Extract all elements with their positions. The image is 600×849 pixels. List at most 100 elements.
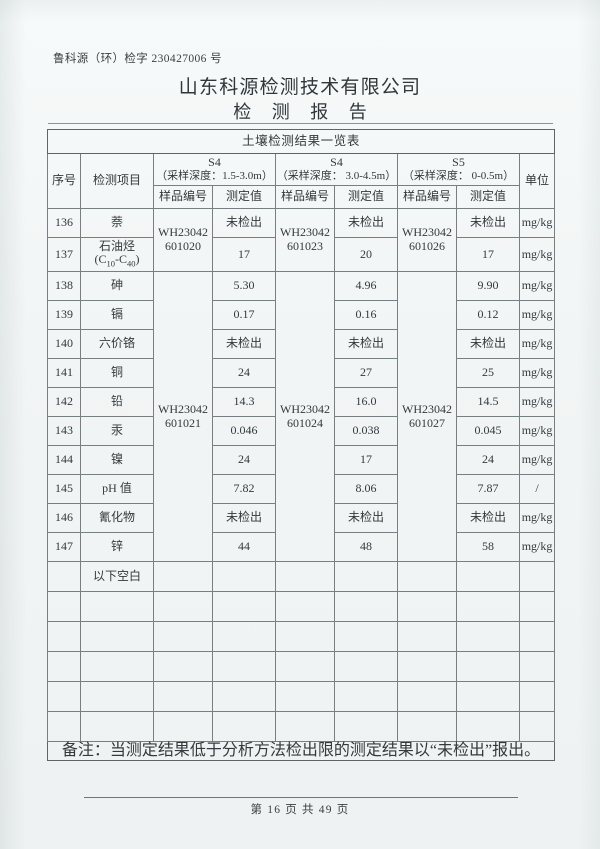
cell-unit: mg/kg [518, 271, 556, 301]
cell-empty [275, 621, 335, 652]
cell-measured-value: 17 [334, 445, 398, 475]
table-header-sub-row: 样品编号 测定值 样品编号 测定值 样品编号 测定值 [48, 185, 555, 209]
cell-measured-value: 14.3 [212, 387, 276, 417]
empty-row [47, 591, 556, 622]
cell-sample-id: WH23042 601024 [275, 271, 335, 562]
cell-unit: mg/kg [518, 416, 556, 446]
cell-measured-value: 16.0 [334, 387, 398, 417]
cell-empty [397, 651, 457, 682]
cell-measured-value: 44 [212, 532, 276, 562]
cell-empty [275, 651, 335, 682]
cell-empty [80, 621, 154, 652]
cell-empty [47, 651, 81, 682]
cell-empty [275, 711, 335, 742]
empty-row [47, 651, 556, 682]
title-divider [48, 123, 553, 124]
table-header-group-row: 序号 检测项目 S4 （采样深度：1.5-3.0m） S4 （采样深度： 3.0-4.5m… [47, 153, 556, 209]
cell-empty [80, 711, 154, 742]
cell-empty [80, 591, 154, 622]
cell-empty [334, 591, 398, 622]
table-note: 备注：当测定结果低于分析方法检出限的测定结果以“未检出”报出。 [46, 740, 556, 762]
cell-empty [47, 621, 81, 652]
cell-empty [518, 651, 556, 682]
cell-measured-value: 0.17 [212, 300, 276, 330]
cell-seq [47, 561, 81, 592]
cell-empty [334, 681, 398, 712]
cell-item: 氰化物 [80, 503, 154, 533]
header-sample-id-3: 样品编号 [397, 185, 457, 209]
cell-measured-value: 5.30 [212, 271, 276, 301]
cell-sample-id: WH23042 601021 [153, 271, 213, 562]
cell-measured-value: 24 [212, 358, 276, 388]
header-group-2: S4 （采样深度： 3.0-4.5m） [275, 153, 398, 186]
cell-empty [212, 621, 276, 652]
cell-empty [456, 651, 520, 682]
cell-empty [334, 561, 398, 592]
footer-divider [84, 797, 518, 798]
cell-seq: 139 [47, 300, 81, 330]
results-table-container: 土壤检测结果一览表 序号 检测项目 S4 （采样深度：1.5-3.0m） S4 （采样深度：… [46, 129, 556, 762]
header-group-1: S4 （采样深度：1.5-3.0m） [153, 153, 276, 186]
cell-item: pH 值 [80, 474, 154, 504]
cell-measured-value: 7.87 [456, 474, 520, 504]
cell-sample-id: WH23042 601026 [397, 208, 457, 272]
document-number: 鲁科源（环）检字 230427006 号 [53, 53, 222, 65]
cell-empty [456, 591, 520, 622]
table-row: 146 氰化物 未检出 未检出 未检出 mg/kg [47, 503, 556, 533]
cell-empty [212, 681, 276, 712]
cell-empty [397, 591, 457, 622]
cell-empty [334, 711, 398, 742]
soil-results-table: 土壤检测结果一览表 序号 检测项目 S4 （采样深度：1.5-3.0m） S4 （采样深度：… [46, 129, 556, 762]
cell-measured-value: 0.16 [334, 300, 398, 330]
cell-measured-value: 27 [334, 358, 398, 388]
header-seq: 序号 [47, 153, 81, 209]
cell-empty [456, 681, 520, 712]
cell-unit: mg/kg [518, 329, 556, 359]
cell-empty [518, 561, 556, 592]
cell-measured-value: 未检出 [212, 329, 276, 359]
cell-empty [153, 561, 213, 592]
cell-seq: 136 [47, 208, 81, 238]
company-name: 山东科源检测技术有限公司 [178, 77, 422, 98]
cell-measured-value: 24 [212, 445, 276, 475]
cell-empty [275, 681, 335, 712]
cell-measured-value: 24 [456, 445, 520, 475]
cell-empty [334, 621, 398, 652]
cell-unit: mg/kg [518, 445, 556, 475]
table-row: 144 镍 24 17 24 mg/kg [47, 445, 556, 475]
cell-seq: 138 [47, 271, 81, 301]
cell-measured-value: 9.90 [456, 271, 520, 301]
table-row: 137 石油烃 (C10-C40) 17 20 17 mg/kg [47, 237, 556, 272]
cell-item: 萘 [80, 208, 154, 238]
header-group-3: S5 （采样深度： 0-0.5m） [397, 153, 520, 186]
table-note-row: 备注：当测定结果低于分析方法检出限的测定结果以“未检出”报出。 [46, 740, 556, 762]
cell-measured-value: 0.045 [456, 416, 520, 446]
empty-row [47, 621, 556, 652]
cell-seq: 142 [47, 387, 81, 417]
cell-measured-value: 未检出 [334, 329, 398, 359]
blank-marker-row: 以下空白 [47, 561, 556, 592]
cell-item: 汞 [80, 416, 154, 446]
cell-sample-id: WH23042 601023 [275, 208, 335, 272]
cell-empty [153, 711, 213, 742]
cell-empty [275, 591, 335, 622]
cell-empty [456, 711, 520, 742]
page-number: 第 16 页 共 49 页 [250, 804, 350, 816]
table-row: 139 镉 0.17 0.16 0.12 mg/kg [47, 300, 556, 330]
header-sample-id-1: 样品编号 [153, 185, 213, 209]
table-row: 145 pH 值 7.82 8.06 7.87/ [47, 474, 556, 504]
table-row: 141 铜 24 27 25 mg/kg [47, 358, 556, 388]
empty-row [47, 711, 556, 742]
cell-empty [212, 651, 276, 682]
cell-unit: mg/kg [518, 532, 556, 562]
cell-seq: 146 [47, 503, 81, 533]
group-name-2: S4 [330, 155, 343, 170]
cell-empty [518, 711, 556, 742]
cell-empty [212, 711, 276, 742]
cell-measured-value: 未检出 [212, 503, 276, 533]
cell-seq: 141 [47, 358, 81, 388]
header-measured-3: 测定值 [456, 185, 520, 209]
cell-item: 六价铬 [80, 329, 154, 359]
group-name-3: S5 [452, 155, 465, 170]
